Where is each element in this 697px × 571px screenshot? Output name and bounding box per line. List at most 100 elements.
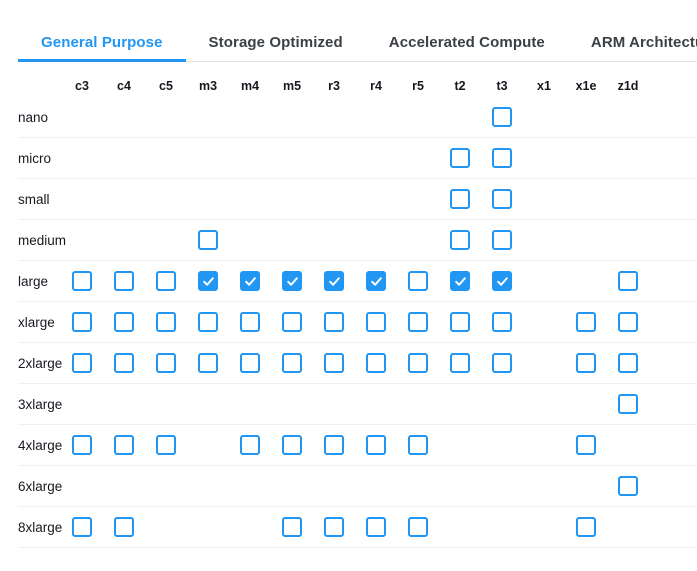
checkbox-xlarge-m5[interactable] [282,312,302,332]
cell-2xlarge-r3 [313,343,355,383]
checkbox-xlarge-m3[interactable] [198,312,218,332]
checkbox-large-t2[interactable] [450,271,470,291]
checkbox-2xlarge-x1e[interactable] [576,353,596,373]
checkbox-8xlarge-r3[interactable] [324,517,344,537]
checkbox-2xlarge-z1d[interactable] [618,353,638,373]
checkbox-xlarge-c5[interactable] [156,312,176,332]
checkbox-4xlarge-m5[interactable] [282,435,302,455]
check-icon [454,276,466,286]
cell-3xlarge-m4 [229,384,271,424]
checkbox-4xlarge-c4[interactable] [114,435,134,455]
checkbox-4xlarge-m4[interactable] [240,435,260,455]
checkbox-2xlarge-c4[interactable] [114,353,134,373]
tab-arm-architecture[interactable]: ARM Architecture [590,33,697,51]
cell-xlarge-x1 [523,302,565,342]
checkbox-xlarge-m4[interactable] [240,312,260,332]
checkbox-large-r4[interactable] [366,271,386,291]
cell-8xlarge-r4 [355,507,397,547]
checkbox-8xlarge-x1e[interactable] [576,517,596,537]
checkbox-large-m4[interactable] [240,271,260,291]
cell-3xlarge-r3 [313,384,355,424]
checkbox-xlarge-z1d[interactable] [618,312,638,332]
cell-4xlarge-t2 [439,425,481,465]
checkbox-8xlarge-c3[interactable] [72,517,92,537]
row-label-6xlarge: 6xlarge [18,478,63,494]
cell-6xlarge-m5 [271,466,313,506]
checkbox-2xlarge-t3[interactable] [492,353,512,373]
checkbox-4xlarge-r3[interactable] [324,435,344,455]
checkbox-2xlarge-r5[interactable] [408,353,428,373]
checkbox-6xlarge-z1d[interactable] [618,476,638,496]
cell-nano-z1d [607,97,649,137]
checkbox-medium-t2[interactable] [450,230,470,250]
cell-xlarge-m3 [187,302,229,342]
checkbox-4xlarge-c5[interactable] [156,435,176,455]
cell-3xlarge-m3 [187,384,229,424]
checkbox-large-z1d[interactable] [618,271,638,291]
checkbox-8xlarge-m5[interactable] [282,517,302,537]
checkbox-2xlarge-c5[interactable] [156,353,176,373]
checkbox-xlarge-t2[interactable] [450,312,470,332]
cell-large-x1 [523,261,565,301]
cell-large-x1e [565,261,607,301]
cell-micro-r3 [313,138,355,178]
checkbox-xlarge-r4[interactable] [366,312,386,332]
checkbox-large-r5[interactable] [408,271,428,291]
checkbox-xlarge-r3[interactable] [324,312,344,332]
checkbox-large-m5[interactable] [282,271,302,291]
checkbox-4xlarge-x1e[interactable] [576,435,596,455]
tab-accelerated-compute[interactable]: Accelerated Compute [388,33,545,51]
cell-large-c4 [103,261,145,301]
checkbox-8xlarge-r5[interactable] [408,517,428,537]
cell-2xlarge-x1 [523,343,565,383]
checkbox-xlarge-c3[interactable] [72,312,92,332]
cell-small-x1 [523,179,565,219]
checkbox-8xlarge-c4[interactable] [114,517,134,537]
checkbox-micro-t3[interactable] [492,148,512,168]
checkbox-2xlarge-t2[interactable] [450,353,470,373]
checkbox-xlarge-c4[interactable] [114,312,134,332]
tab-bar: General Purpose Storage Optimized Accelera… [18,25,697,62]
cell-4xlarge-c4 [103,425,145,465]
checkbox-xlarge-t3[interactable] [492,312,512,332]
checkbox-3xlarge-z1d[interactable] [618,394,638,414]
cell-6xlarge-x1 [523,466,565,506]
column-header-z1d: z1d [617,79,639,93]
checkbox-2xlarge-r3[interactable] [324,353,344,373]
checkbox-4xlarge-c3[interactable] [72,435,92,455]
checkbox-2xlarge-c3[interactable] [72,353,92,373]
table-row-2xlarge: 2xlarge [18,343,697,384]
checkbox-2xlarge-m5[interactable] [282,353,302,373]
tab-storage-optimized[interactable]: Storage Optimized [208,33,343,51]
cell-3xlarge-r5 [397,384,439,424]
checkbox-large-c5[interactable] [156,271,176,291]
cell-small-z1d [607,179,649,219]
checkbox-4xlarge-r4[interactable] [366,435,386,455]
checkbox-large-r3[interactable] [324,271,344,291]
cell-2xlarge-c4 [103,343,145,383]
checkbox-nano-t3[interactable] [492,107,512,127]
checkbox-large-m3[interactable] [198,271,218,291]
checkbox-2xlarge-m4[interactable] [240,353,260,373]
checkbox-large-c3[interactable] [72,271,92,291]
checkbox-micro-t2[interactable] [450,148,470,168]
cell-micro-m4 [229,138,271,178]
checkbox-2xlarge-r4[interactable] [366,353,386,373]
checkbox-4xlarge-r5[interactable] [408,435,428,455]
checkbox-8xlarge-r4[interactable] [366,517,386,537]
checkbox-large-t3[interactable] [492,271,512,291]
checkbox-medium-t3[interactable] [492,230,512,250]
checkbox-xlarge-r5[interactable] [408,312,428,332]
checkbox-small-t3[interactable] [492,189,512,209]
checkbox-large-c4[interactable] [114,271,134,291]
tab-general-purpose[interactable]: General Purpose [18,25,186,62]
checkbox-xlarge-x1e[interactable] [576,312,596,332]
cell-medium-m5 [271,220,313,260]
checkbox-medium-m3[interactable] [198,230,218,250]
checkbox-small-t2[interactable] [450,189,470,209]
instance-matrix: c3 c4 c5 m3 m4 m5 r3 r4 r5 t2 t3 x1 x1e z1d nano micro s… [18,75,697,548]
cell-medium-r5 [397,220,439,260]
row-label-3xlarge: 3xlarge [18,396,63,412]
checkbox-2xlarge-m3[interactable] [198,353,218,373]
cell-medium-t3 [481,220,523,260]
